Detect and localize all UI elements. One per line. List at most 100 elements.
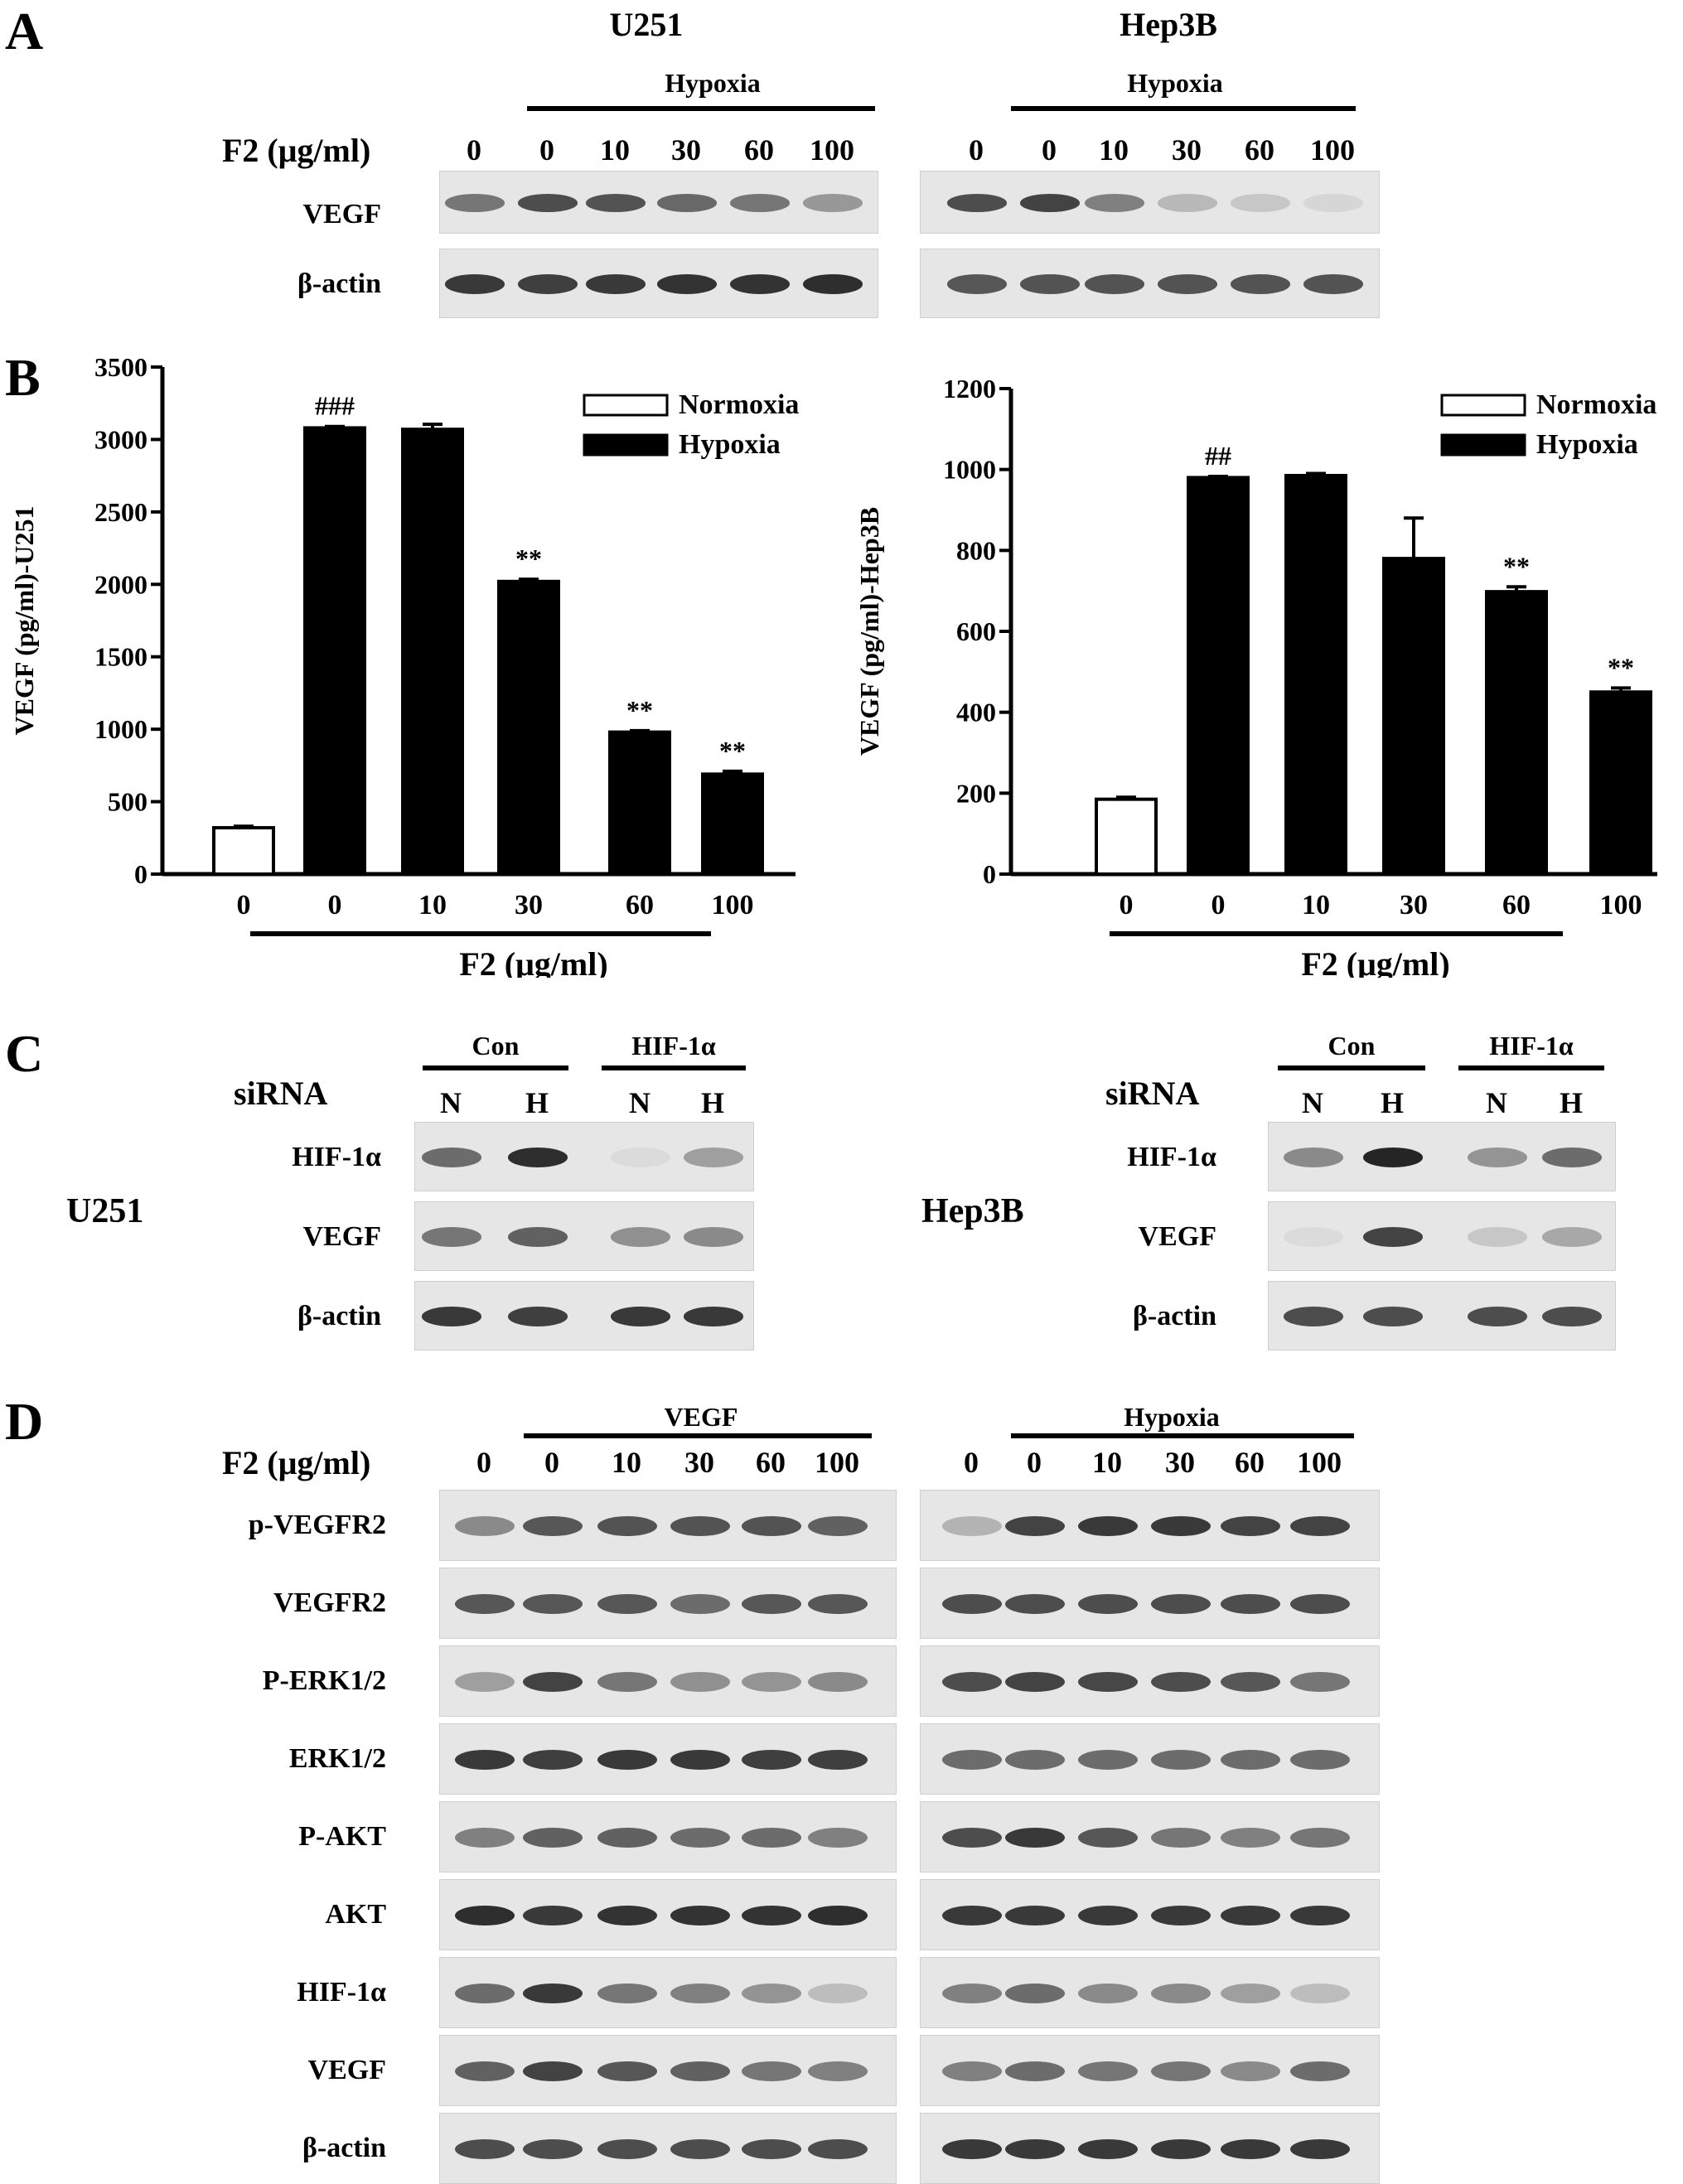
blot-band	[1290, 1749, 1350, 1771]
panel-c-row-label-hep3b: HIF-1α	[1127, 1142, 1216, 1172]
blot-band	[523, 1983, 583, 2004]
panel-c-lane-u251: N	[629, 1086, 650, 1119]
blot-band	[1005, 2061, 1065, 2082]
blot-band	[684, 1227, 743, 1247]
blot-band	[455, 1827, 515, 1848]
blot-band	[518, 274, 578, 294]
blot-band	[803, 274, 863, 294]
panel-c-lane-hep3b: N	[1302, 1086, 1323, 1119]
panel-c-lane-hep3b: H	[1380, 1086, 1404, 1119]
legend-label-hypoxia: Hypoxia	[679, 429, 781, 460]
blot-band	[1151, 1827, 1211, 1848]
blot-band	[1151, 1983, 1211, 2004]
panel-c-blot-hep3b	[1268, 1281, 1616, 1351]
y-tick-label: 3000	[94, 424, 148, 454]
panel-d-condition-bar-left	[524, 1433, 872, 1438]
panel-d-dose-left: 0	[476, 1446, 491, 1479]
blot-band	[1221, 2138, 1280, 2160]
panel-d-condition-bar-right	[1011, 1433, 1354, 1438]
panel-d-blot-right	[920, 1490, 1380, 1561]
panel-d-row-label: p-VEGFR2	[248, 1510, 386, 1540]
blot-band	[1005, 1593, 1065, 1615]
blot-band	[611, 1227, 670, 1247]
blot-band	[455, 1593, 515, 1615]
blot-band	[1542, 1307, 1602, 1326]
blot-band	[1078, 1827, 1138, 1848]
blot-band	[684, 1148, 743, 1167]
blot-band	[742, 1983, 801, 2004]
x-tick-label: 0	[237, 890, 251, 920]
blot-band	[808, 2138, 868, 2160]
blot-band	[1303, 274, 1363, 294]
blot-band	[586, 274, 646, 294]
panel-a-label: A	[5, 2, 44, 60]
panel-d-row-label: VEGFR2	[273, 1587, 386, 1618]
blot-band	[508, 1307, 568, 1326]
panel-d-blot-right	[920, 1723, 1380, 1795]
blot-band	[1078, 1671, 1138, 1693]
panel-c-row-label-u251: β-actin	[297, 1301, 381, 1331]
blot-band	[670, 1515, 730, 1537]
blot-band	[523, 2061, 583, 2082]
blot-band	[597, 1593, 657, 1615]
significance-label: ###	[315, 391, 355, 421]
panel-d-dose-right: 0	[1027, 1446, 1042, 1479]
panel-d-condition-right: Hypoxia	[1124, 1402, 1220, 1432]
blot-band	[808, 1593, 868, 1615]
significance-label: **	[515, 544, 542, 573]
blot-band	[1231, 194, 1290, 212]
panel-d-dose-label: F2 (μg/ml)	[222, 1444, 371, 1481]
panel-c-lane-hep3b: N	[1486, 1086, 1507, 1119]
panel-c-label: C	[5, 1024, 44, 1083]
panel-d-blot-right	[920, 1879, 1380, 1950]
panel-b-label: B	[5, 348, 41, 407]
blot-band	[1221, 2061, 1280, 2082]
blot-band	[670, 2061, 730, 2082]
panel-c-group-hif-u251: HIF-1α	[631, 1031, 716, 1061]
blot-band	[942, 1593, 1002, 1615]
panel-d-row-label: P-AKT	[298, 1821, 386, 1852]
panel-d-blot-left	[439, 1801, 897, 1872]
bar	[1485, 590, 1548, 876]
blot-band	[808, 1749, 868, 1771]
x-tick-label: 0	[1211, 890, 1226, 920]
blot-band	[1078, 1983, 1138, 2004]
blot-band	[1085, 274, 1144, 294]
panel-d-blot-right	[920, 1801, 1380, 1872]
x-tick-label: 30	[515, 890, 543, 920]
panel-d-label: D	[5, 1392, 44, 1451]
panel-d-blot-left	[439, 1490, 897, 1561]
blot-band	[1221, 1671, 1280, 1693]
blot-band	[808, 1515, 868, 1537]
blot-band	[1005, 1983, 1065, 2004]
blot-band	[1005, 1671, 1065, 1693]
panel-a-blot-hep3b-actin	[920, 249, 1380, 318]
blot-band	[523, 1515, 583, 1537]
panel-c-group-con-bar-u251	[423, 1065, 568, 1070]
blot-band	[1151, 1905, 1211, 1926]
blot-band	[1284, 1148, 1343, 1167]
x-axis-label: F2 (μg/ml)	[1301, 945, 1449, 978]
blot-band	[742, 2061, 801, 2082]
panel-d-dose-left: 60	[756, 1446, 786, 1479]
panel-d-dose-right: 10	[1092, 1446, 1122, 1479]
panel-d-blot-left	[439, 2035, 897, 2106]
blot-band	[1151, 1749, 1211, 1771]
blot-band	[1221, 1983, 1280, 2004]
x-tick-label: 30	[1400, 890, 1428, 920]
blot-band	[518, 194, 578, 212]
blot-band	[1078, 2138, 1138, 2160]
blot-band	[657, 194, 717, 212]
blot-band	[597, 1827, 657, 1848]
blot-band	[1468, 1148, 1527, 1167]
bar	[303, 426, 366, 876]
blot-band	[670, 1983, 730, 2004]
panel-d-blot-right	[920, 1645, 1380, 1717]
panel-a-dose-right: 10	[1099, 133, 1129, 167]
panel-a-dose-left: 0	[539, 133, 554, 167]
panel-a-dose-right: 30	[1172, 133, 1202, 167]
blot-band	[670, 1671, 730, 1693]
blot-band	[1221, 1593, 1280, 1615]
y-tick-label: 1000	[94, 714, 148, 744]
